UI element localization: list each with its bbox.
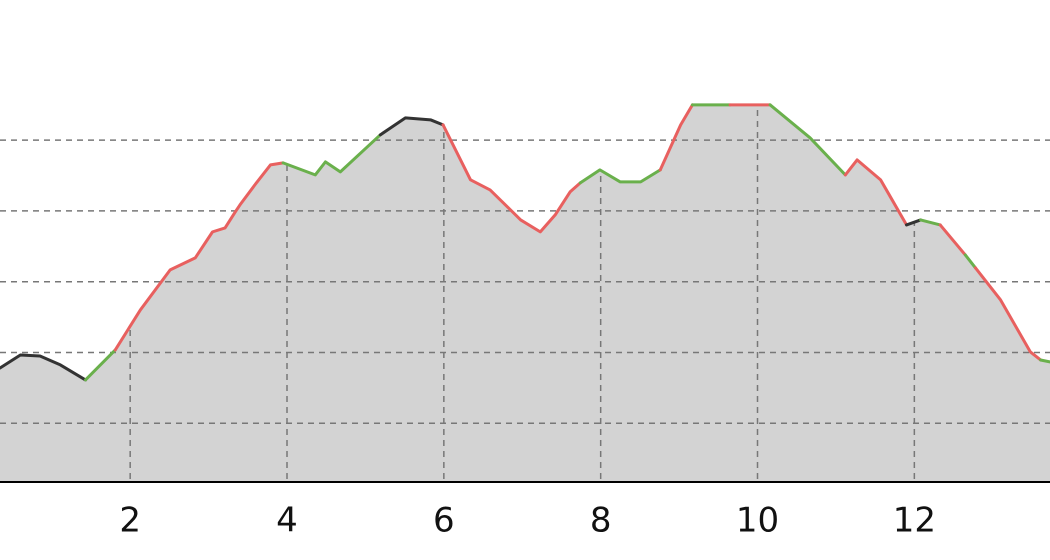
- profile-line: [938, 223, 967, 257]
- x-tick-label: 12: [893, 501, 936, 541]
- profile-line: [281, 133, 382, 177]
- profile-line: [1039, 358, 1050, 364]
- profile-line: [658, 103, 694, 172]
- x-tick-label: 2: [119, 501, 141, 541]
- x-tick-label: 8: [590, 501, 612, 541]
- profile-line: [963, 253, 978, 270]
- area-fill: [0, 104, 1050, 482]
- x-tick-label: 4: [276, 501, 298, 541]
- profile-line: [904, 218, 923, 227]
- profile-line: [0, 353, 87, 382]
- profile-line: [578, 168, 662, 185]
- x-tick-label: 10: [736, 501, 779, 541]
- profile-line: [768, 103, 847, 177]
- profile-line: [441, 123, 582, 234]
- x-tick-label: 6: [433, 501, 455, 541]
- profile-line: [83, 348, 117, 382]
- profile-line: [843, 158, 908, 227]
- profile-line: [919, 218, 942, 227]
- profile-line: [378, 116, 445, 137]
- profile-line: [113, 161, 285, 352]
- profile-line: [974, 266, 1043, 362]
